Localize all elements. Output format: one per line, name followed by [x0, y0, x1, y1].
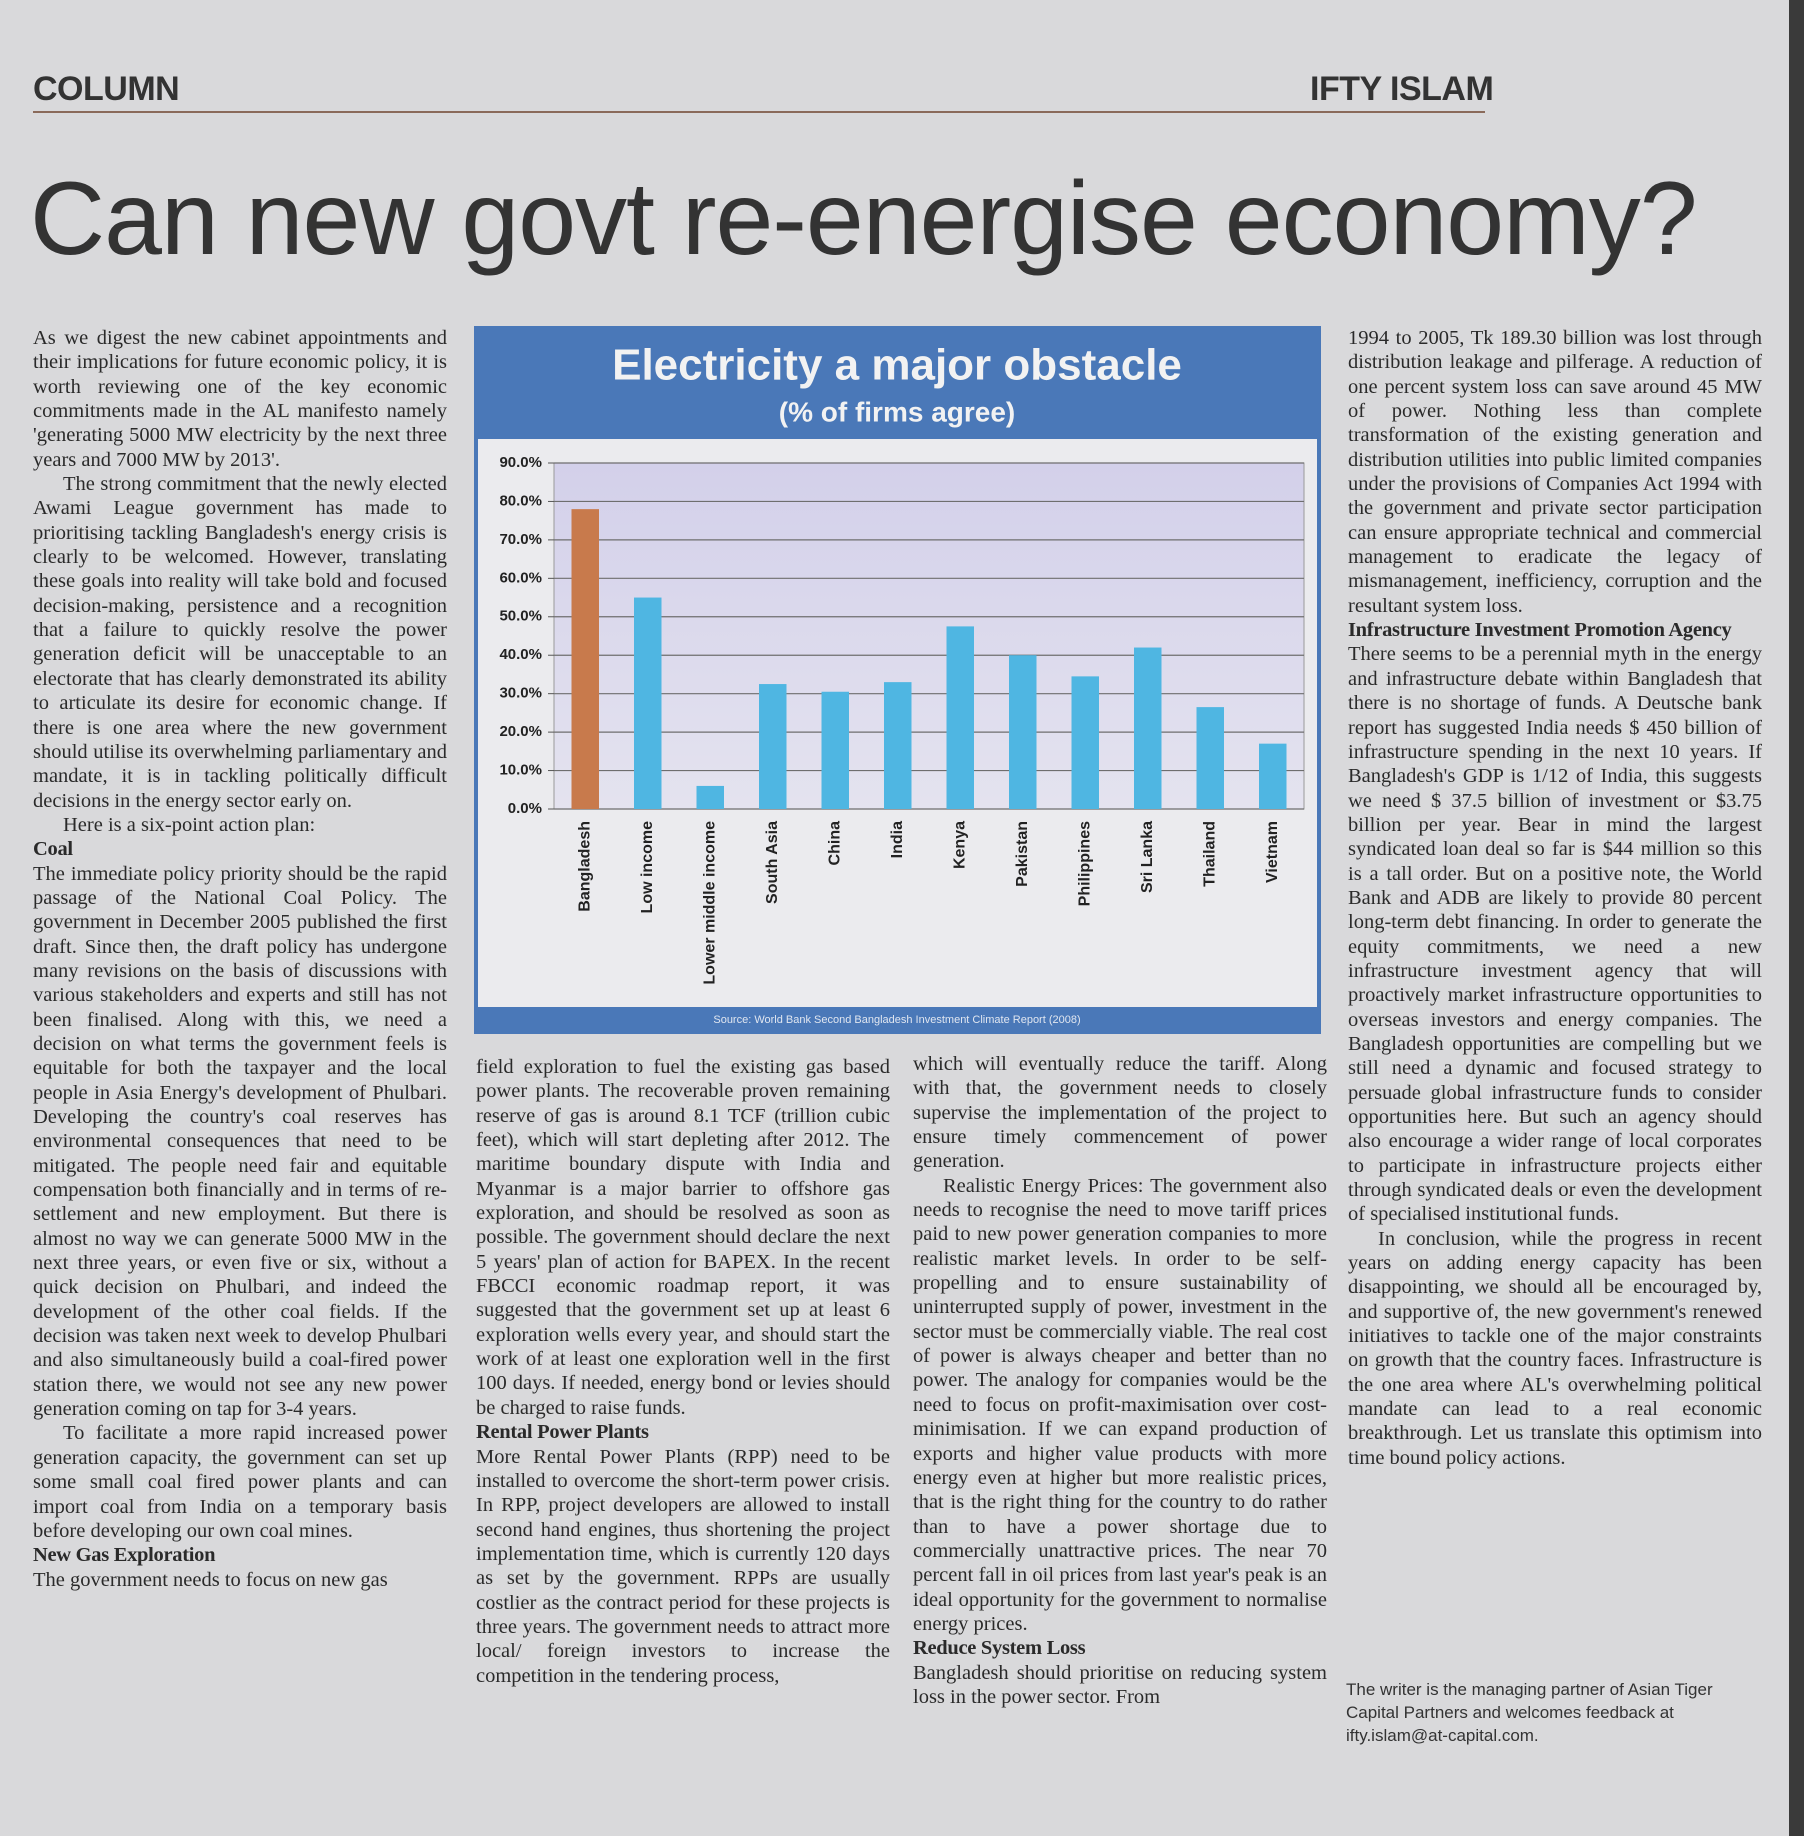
paragraph: The government needs to focus on new gas: [33, 1568, 388, 1591]
y-tick-label: 20.0%: [499, 723, 542, 740]
y-tick-label: 60.0%: [499, 569, 542, 586]
paragraph: Bangladesh should prioritise on reducing…: [913, 1661, 1327, 1708]
x-tick-label: China: [826, 821, 843, 866]
column: which will eventually reduce the tariff.…: [913, 1052, 1327, 1709]
paragraph: The immediate policy priority should be …: [33, 862, 447, 1421]
y-tick-label: 40.0%: [499, 646, 542, 663]
y-tick-label: 90.0%: [499, 454, 542, 471]
paragraph: To facilitate a more rapid increased pow…: [33, 1422, 447, 1542]
bar: [884, 682, 912, 809]
paragraph: which will eventually reduce the tariff.…: [913, 1053, 1327, 1173]
bar: [571, 509, 599, 809]
bar: [1009, 655, 1037, 809]
bar: [1259, 743, 1287, 809]
bar: [1134, 647, 1162, 809]
x-tick-label: Kenya: [951, 821, 968, 869]
subheading: Reduce System Loss: [913, 1637, 1086, 1660]
paragraph: The strong commitment that the newly ele…: [33, 473, 447, 812]
chart-title: Electricity a major obstacle: [612, 341, 1182, 390]
x-tick-label: South Asia: [764, 821, 781, 904]
bar: [1196, 707, 1224, 809]
y-tick-label: 10.0%: [499, 762, 542, 779]
x-tick-label: Lower middle income: [701, 821, 718, 985]
bar: [946, 626, 974, 809]
section-label: COLUMN: [33, 70, 180, 108]
header-rule: [33, 111, 1485, 113]
author-name: IFTY ISLAM: [1310, 70, 1494, 108]
paragraph: 1994 to 2005, Tk 189.30 billion was lost…: [1348, 327, 1762, 617]
chart-subtitle: (% of firms agree): [779, 396, 1016, 427]
paragraph: Here is a six-point action plan:: [63, 813, 316, 836]
paragraph: There seems to be a perennial myth in th…: [1348, 643, 1762, 1226]
chart: Electricity a major obstacle (% of firms…: [474, 326, 1321, 1034]
subheading: New Gas Exploration: [33, 1544, 216, 1567]
x-tick-label: Pakistan: [1014, 821, 1031, 887]
page-edge: [1789, 0, 1804, 1836]
y-tick-label: 0.0%: [508, 800, 542, 817]
bar: [759, 684, 787, 809]
x-tick-label: Low income: [639, 821, 656, 914]
y-tick-label: 80.0%: [499, 492, 542, 509]
y-tick-label: 70.0%: [499, 531, 542, 548]
x-tick-label: Sri Lanka: [1139, 821, 1156, 893]
x-tick-label: Bangladesh: [576, 821, 593, 912]
bar: [1071, 676, 1099, 809]
paragraph: In conclusion, while the progress in rec…: [1348, 1227, 1762, 1469]
paragraph: As we digest the new cabinet appointment…: [33, 327, 447, 471]
bar: [821, 691, 849, 809]
x-tick-label: India: [889, 821, 906, 858]
x-tick-label: Thailand: [1201, 821, 1218, 887]
chart-source: Source: World Bank Second Bangladesh Inv…: [713, 1014, 1080, 1026]
x-tick-label: Philippines: [1076, 821, 1093, 906]
subheading: Rental Power Plants: [476, 1421, 649, 1444]
column: As we digest the new cabinet appointment…: [33, 326, 447, 1592]
plot-area: [553, 462, 1305, 810]
subheading: Coal: [33, 838, 73, 861]
x-tick-label: Vietnam: [1264, 821, 1281, 883]
footer-note: The writer is the managing partner of As…: [1346, 1680, 1713, 1745]
column: 1994 to 2005, Tk 189.30 billion was lost…: [1348, 326, 1762, 1470]
headline: Can new govt re-energise economy?: [30, 161, 1698, 277]
paragraph: Realistic Energy Prices: The government …: [913, 1174, 1327, 1635]
y-tick-label: 30.0%: [499, 685, 542, 702]
column: field exploration to fuel the existing g…: [476, 1055, 890, 1688]
bar: [634, 597, 662, 809]
bar: [696, 785, 724, 809]
subheading: Infrastructure Investment Promotion Agen…: [1348, 619, 1732, 642]
y-tick-label: 50.0%: [499, 608, 542, 625]
paragraph: field exploration to fuel the existing g…: [476, 1056, 890, 1419]
paragraph: More Rental Power Plants (RPP) need to b…: [476, 1445, 890, 1687]
